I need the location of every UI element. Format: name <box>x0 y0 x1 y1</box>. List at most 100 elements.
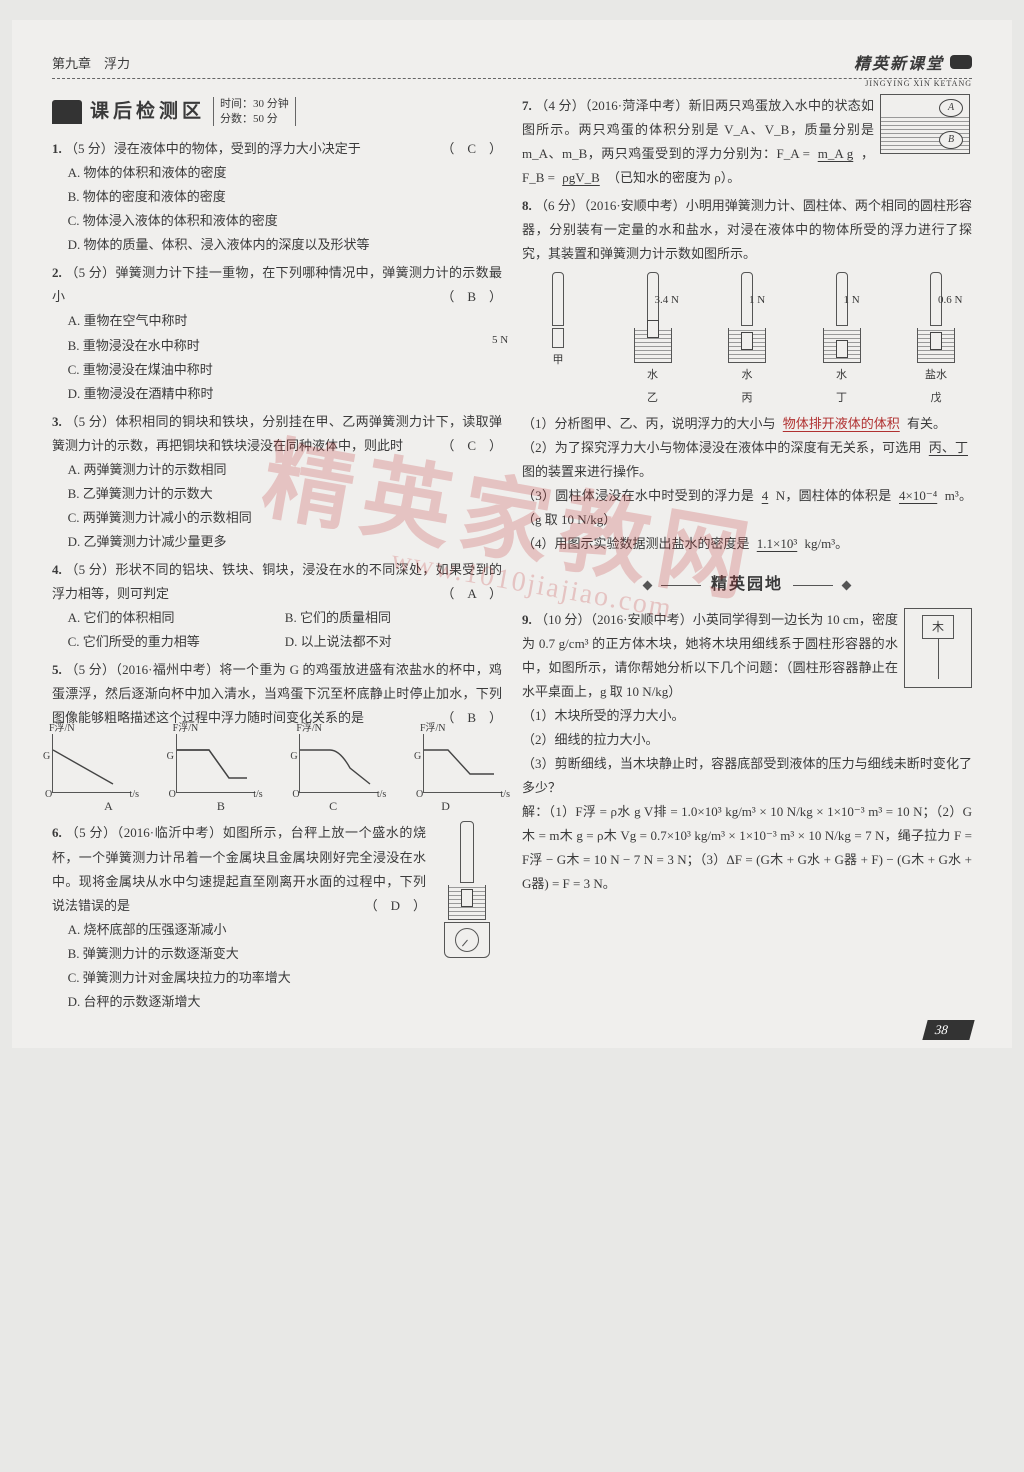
time-box: 时间：30 分钟 分数：50 分 <box>213 97 296 126</box>
q7: A B 7. （4 分）（2016·菏泽中考）新旧两只鸡蛋放入水中的状态如图所示… <box>522 94 972 190</box>
chart-origin: O <box>45 786 52 805</box>
q8-p2: （2）为了探究浮力大小与物体浸没在液体中的深度有无关系，可选用 丙、丁 图的装置… <box>522 436 972 484</box>
q1-optD: D. 物体的质量、体积、浸入液体内的深度以及形状等 <box>68 233 502 257</box>
reading-wu: 0.6 N <box>938 290 974 310</box>
q4: 4. （5 分）形状不同的铝块、铁块、铜块，浸没在水的不同深处，如果受到的浮力相… <box>52 558 502 654</box>
q8-p4: （4）用图示实验数据测出盐水的密度是 1.1×10³ kg/m³。 <box>522 532 972 556</box>
cyl-sub-icon <box>741 332 753 350</box>
chart-g: G <box>43 748 50 767</box>
liq-yi: 水 <box>617 365 689 385</box>
liq-ding: 水 <box>806 365 878 385</box>
q6-optD: D. 台秤的示数逐渐增大 <box>68 990 502 1014</box>
q5-chart-A: F浮/N t/s O G <box>52 734 131 793</box>
q3-optB: B. 乙弹簧测力计的示数大 <box>68 482 502 506</box>
q6: 6. （5 分）（2016·临沂中考）如图所示，台秤上放一个盛水的烧杯，一个弹簧… <box>52 821 502 1013</box>
appar-wu: 0.6 N 盐水 戊 <box>900 272 972 408</box>
q9-p2: （2）细线的拉力大小。 <box>522 728 972 752</box>
q9-num: 9. <box>522 612 535 627</box>
label-jia: 甲 <box>522 350 594 370</box>
q6-num: 6. <box>52 825 66 840</box>
q2: 2. （5 分）弹簧测力计下挂一重物，在下列哪种情况中，弹簧测力计的示数最小 （… <box>52 261 502 405</box>
page-number: 38 <box>922 1020 974 1040</box>
q6-optC: C. 弹簧测力计对金属块拉力的功率增大 <box>68 966 502 990</box>
q1-optA: A. 物体的体积和液体的密度 <box>68 161 502 185</box>
q6-answer: （ D ） <box>365 894 426 918</box>
q4-num: 4. <box>52 562 65 577</box>
egg-B-icon: B <box>939 131 963 149</box>
elite-title-text: 精英园地 <box>711 576 783 593</box>
q1-optC: C. 物体浸入液体的体积和液体的密度 <box>68 209 502 233</box>
q3-answer: （ C ） <box>441 434 502 458</box>
q5-answer: （ B ） <box>441 706 502 730</box>
q1-num: 1. <box>52 141 65 156</box>
appar-yi: 3.4 N 水 乙 <box>617 272 689 408</box>
q8-p3-blank1: 4 <box>758 488 773 503</box>
time-line1: 时间：30 分钟 <box>220 97 289 111</box>
labA: A <box>104 795 113 817</box>
brand-text: 精英新课堂 <box>854 50 944 74</box>
q9: 木 9. （10 分）（2016·安顺中考）小英同学得到一边长为 10 cm，密… <box>522 608 972 897</box>
brand: 精英新课堂 <box>854 50 972 74</box>
q8-p4-blank: 1.1×10³ <box>753 536 801 551</box>
section-icon <box>52 100 82 124</box>
label-yi: 乙 <box>617 388 689 408</box>
q2-optB: B. 重物浸没在水中称时 <box>68 334 502 358</box>
q7-blank1: m_A g <box>814 146 858 161</box>
q5-num: 5. <box>52 662 65 677</box>
q2-optD: D. 重物浸没在酒精中称时 <box>68 382 502 406</box>
q9-stem: （10 分）（2016·安顺中考）小英同学得到一边长为 10 cm，密度为 0.… <box>522 612 898 699</box>
q4-optA: A. 它们的体积相同 <box>68 606 285 630</box>
deco-line-icon <box>661 585 701 586</box>
wood-block-icon: 木 <box>922 615 954 639</box>
label-ding: 丁 <box>806 388 878 408</box>
deco-line-icon <box>793 585 833 586</box>
section-title-text: 课后检测区 <box>90 94 205 129</box>
q5-chart-labels: A B C D <box>52 795 502 817</box>
q1: 1. （5 分）浸在液体中的物体，受到的浮力大小决定于 （ C ） A. 物体的… <box>52 137 502 257</box>
q8-p1: （1）分析图甲、乙、丙，说明浮力的大小与 物体排开液体的体积 有关。 <box>522 412 972 436</box>
q3-optA: A. 两弹簧测力计的示数相同 <box>68 458 502 482</box>
q3-num: 3. <box>52 414 65 429</box>
q5-chart-D: F浮/N t/s O G <box>423 734 502 793</box>
q2-stem: （5 分）弹簧测力计下挂一重物，在下列哪种情况中，弹簧测力计的示数最小 <box>52 265 502 304</box>
header: 第九章 浮力 精英新课堂 <box>52 50 972 79</box>
q2-answer: （ B ） <box>441 285 502 309</box>
q5-charts: F浮/N t/s O G F浮/N t/s O G <box>52 734 502 793</box>
q8-p3-blank2: 4×10⁻⁴ <box>895 488 941 503</box>
platform-scale-icon <box>444 922 490 958</box>
chapter-title: 第九章 浮力 <box>52 53 130 72</box>
label-bing: 丙 <box>711 388 783 408</box>
q6-figure <box>432 821 502 951</box>
cyl-salt-icon <box>930 332 942 350</box>
diamond-icon <box>842 581 852 591</box>
q7-blank2: ρgV_B <box>558 170 604 185</box>
page: 精英家教网 www.1010jiajiao.com 第九章 浮力 精英新课堂 J… <box>12 20 1012 1048</box>
q4-optD: D. 以上说法都不对 <box>285 630 502 654</box>
labC: C <box>329 795 337 817</box>
q9-sol: 解：（1）F浮 = ρ水 g V排 = 1.0×10³ kg/m³ × 10 N… <box>522 800 972 896</box>
q8-p1-blank: 物体排开液体的体积 <box>779 416 904 431</box>
reading-5n: 5 N <box>492 330 508 350</box>
metal-block-icon <box>461 889 473 907</box>
q3: 3. （5 分）体积相同的铜块和铁块，分别挂在甲、乙两弹簧测力计下，读取弹簧测力… <box>52 410 502 554</box>
q4-optB: B. 它们的质量相同 <box>285 606 502 630</box>
appar-bing: 1 N 水 丙 <box>711 272 783 408</box>
q8: 8. （6 分）（2016·安顺中考）小明用弹簧测力计、圆柱体、两个相同的圆柱形… <box>522 194 972 556</box>
reading-bing: 1 N <box>749 290 785 310</box>
q7-stem-c: （已知水的密度为 ρ）。 <box>607 170 740 185</box>
two-column: 课后检测区 时间：30 分钟 分数：50 分 1. （5 分）浸在液体中的物体，… <box>52 94 972 1018</box>
q9-p1: （1）木块所受的浮力大小。 <box>522 704 972 728</box>
q1-stem: （5 分）浸在液体中的物体，受到的浮力大小决定于 <box>65 141 361 156</box>
q9-figure: 木 <box>904 608 972 688</box>
section-title: 课后检测区 时间：30 分钟 分数：50 分 <box>52 94 502 129</box>
dial-icon <box>455 928 479 952</box>
elite-title: 精英园地 <box>522 570 972 600</box>
wire-icon <box>938 639 939 679</box>
right-column: A B 7. （4 分）（2016·菏泽中考）新旧两只鸡蛋放入水中的状态如图所示… <box>522 94 972 1018</box>
q1-optB: B. 物体的密度和液体的密度 <box>68 185 502 209</box>
q5-stem: （5 分）（2016·福州中考）将一个重为 G 的鸡蛋放进盛有浓盐水的杯中，鸡蛋… <box>52 662 502 725</box>
reading-yi: 3.4 N <box>655 290 691 310</box>
beaker-icon <box>448 885 486 920</box>
q7-num: 7. <box>522 98 535 113</box>
q9-p3: （3）剪断细线，当木块静止时，容器底部受到液体的压力与细线未断时变化了多少？ <box>522 752 972 800</box>
